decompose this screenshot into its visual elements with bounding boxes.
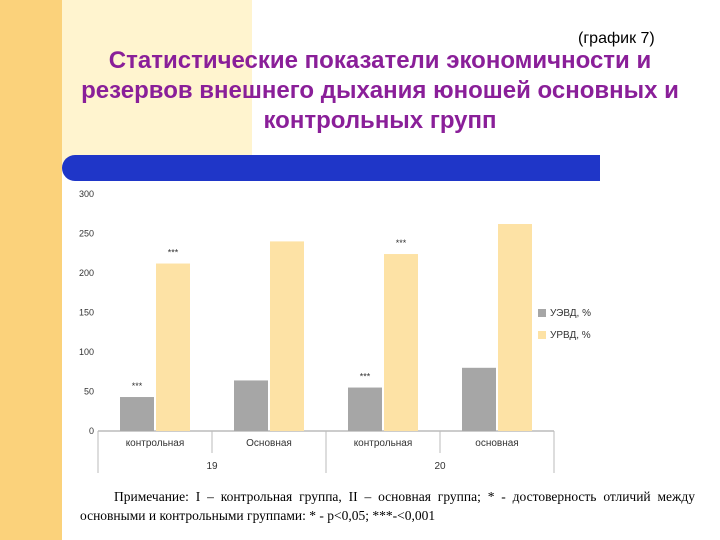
x-group-label: 19 (206, 461, 218, 472)
y-tick-label: 250 (79, 229, 94, 239)
significance-marker: *** (132, 381, 143, 391)
x-category-label: контрольная (354, 438, 413, 449)
bar-chart-svg: 0 50 100 150 200 250 300 *** *** контрольная Основ… (79, 189, 591, 473)
significance-marker: *** (360, 372, 371, 382)
bar (234, 380, 268, 431)
footnote: Примечание: I – контрольная группа, II –… (80, 489, 695, 523)
y-tick-label: 200 (79, 268, 94, 278)
x-category-label: Основная (246, 438, 292, 449)
bar (384, 254, 418, 431)
slide-title: Статистические показатели экономичности … (81, 47, 679, 134)
bar (156, 263, 190, 431)
x-category-label: контрольная (126, 438, 185, 449)
y-tick-label: 150 (79, 308, 94, 318)
legend-swatch (538, 331, 546, 339)
bar (498, 224, 532, 431)
y-tick-label: 300 (79, 189, 94, 199)
graph-reference: (график 7) (578, 30, 655, 47)
y-tick-label: 100 (79, 347, 94, 357)
x-group-label: 20 (434, 461, 446, 472)
bar (348, 387, 382, 431)
bar (120, 397, 154, 431)
bar (462, 367, 496, 431)
significance-marker: *** (396, 238, 407, 248)
side-decor-pale (62, 0, 252, 168)
chart: 0 50 100 150 200 250 300 *** *** контрольная Основ… (62, 181, 600, 477)
legend-label: УРВД, % (550, 330, 591, 341)
legend-swatch (538, 309, 546, 317)
bar (270, 241, 304, 431)
side-decor-band (0, 0, 62, 540)
y-tick-label: 0 (89, 426, 94, 436)
title-underline-bar (62, 155, 600, 181)
legend-label: УЭВД, % (550, 308, 591, 319)
y-tick-label: 50 (84, 387, 94, 397)
x-category-label: основная (475, 438, 518, 449)
significance-marker: *** (168, 248, 179, 258)
